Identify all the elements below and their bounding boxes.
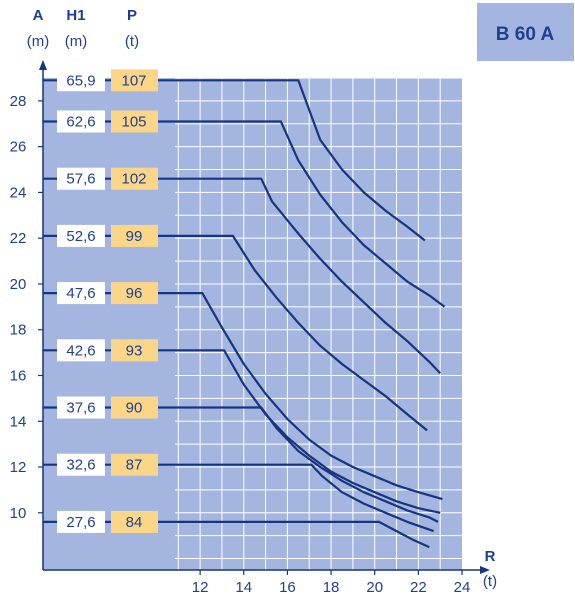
p-value-label: 99 xyxy=(126,228,143,245)
y-tick-label: 18 xyxy=(10,322,27,339)
h1-label-box xyxy=(57,110,105,133)
h1-value-label: 52,6 xyxy=(66,228,95,245)
y-tick-label: 12 xyxy=(10,459,27,476)
series-line xyxy=(43,79,426,242)
p-value-label: 96 xyxy=(126,285,143,302)
h1-label-box xyxy=(57,339,105,362)
series-line xyxy=(43,349,441,514)
h1-column-title: H1 xyxy=(66,7,85,24)
series-line xyxy=(43,406,439,523)
p-value-label: 102 xyxy=(121,171,146,188)
h1-label-box xyxy=(57,282,105,305)
p-label-box xyxy=(111,167,158,190)
h1-label-box xyxy=(57,69,105,92)
y-tick-label: 28 xyxy=(10,93,27,110)
series-line xyxy=(43,463,434,533)
x-tick-label: 14 xyxy=(235,579,252,596)
series-line xyxy=(43,234,428,432)
h1-value-label: 42,6 xyxy=(66,342,95,359)
x-tick-label: 18 xyxy=(323,579,340,596)
p-label-box xyxy=(111,110,158,133)
h1-label-box xyxy=(57,453,105,476)
h1-value-label: 62,6 xyxy=(66,113,95,130)
x-tick-label: 22 xyxy=(410,579,427,596)
series-line xyxy=(43,520,430,549)
h1-value-label: 37,6 xyxy=(66,400,95,417)
h1-value-label: 32,6 xyxy=(66,457,95,474)
p-value-label: 90 xyxy=(126,400,143,417)
x-axis-unit: (t) xyxy=(483,573,497,590)
y-tick-label: 10 xyxy=(10,505,27,522)
x-axis-letter: R xyxy=(485,548,496,565)
y-tick-label: 22 xyxy=(10,230,27,247)
p-label-box xyxy=(111,224,158,247)
p-value-label: 87 xyxy=(126,457,143,474)
h1-label-box xyxy=(57,224,105,247)
p-value-label: 93 xyxy=(126,342,143,359)
series-line xyxy=(43,292,443,501)
p-label-box xyxy=(111,510,158,533)
series-line xyxy=(43,120,446,308)
x-tick-label: 24 xyxy=(454,579,471,596)
h1-label-box xyxy=(57,167,105,190)
y-tick-label: 16 xyxy=(10,367,27,384)
series-line xyxy=(43,177,441,374)
p-column-unit: (t) xyxy=(125,33,139,50)
h1-value-label: 27,6 xyxy=(66,514,95,531)
model-badge-text: B 60 A xyxy=(496,24,555,45)
y-tick-label: 20 xyxy=(10,276,27,293)
plot-background xyxy=(43,78,462,570)
model-badge: B 60 A xyxy=(477,3,574,61)
x-axis-arrow xyxy=(480,566,490,574)
p-value-label: 107 xyxy=(121,72,146,89)
p-value-label: 84 xyxy=(126,514,143,531)
x-tick-label: 20 xyxy=(366,579,383,596)
p-label-box xyxy=(111,69,158,92)
h1-value-label: 57,6 xyxy=(66,171,95,188)
h1-value-label: 47,6 xyxy=(66,285,95,302)
model-badge-box xyxy=(477,3,574,61)
y-tick-label: 26 xyxy=(10,139,27,156)
h1-label-box xyxy=(57,396,105,419)
x-tick-label: 16 xyxy=(279,579,296,596)
y-axis-letter: A xyxy=(33,7,44,24)
y-tick-label: 24 xyxy=(10,184,27,201)
p-label-box xyxy=(111,396,158,419)
y-axis-unit: (m) xyxy=(27,33,50,50)
p-label-box xyxy=(111,282,158,305)
p-column-title: P xyxy=(127,7,137,24)
h1-value-label: 65,9 xyxy=(66,72,95,89)
h1-label-box xyxy=(57,510,105,533)
x-tick-label: 12 xyxy=(192,579,209,596)
p-value-label: 105 xyxy=(121,113,146,130)
p-label-box xyxy=(111,453,158,476)
y-tick-label: 14 xyxy=(10,413,27,430)
h1-column-unit: (m) xyxy=(65,33,88,50)
y-axis-arrow xyxy=(39,60,47,70)
p-label-box xyxy=(111,339,158,362)
